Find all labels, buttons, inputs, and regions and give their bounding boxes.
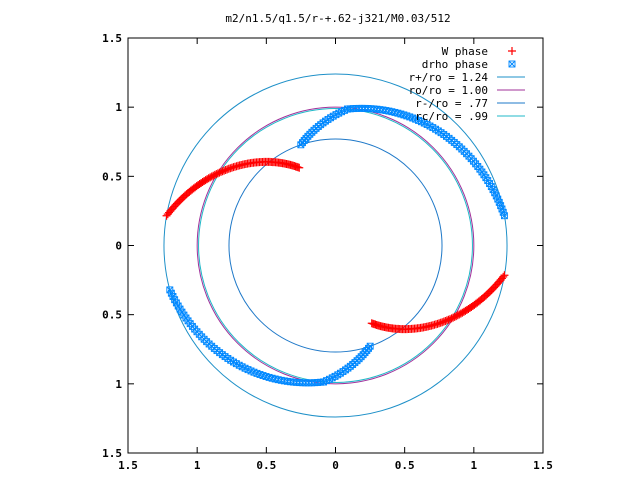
x-tick-label: 0: [332, 459, 339, 472]
x-tick-label: 1.5: [118, 459, 138, 472]
series-w-phase: [162, 157, 509, 334]
x-tick-label: 1: [471, 459, 478, 472]
data-point: [508, 47, 516, 55]
data-point: [500, 212, 508, 220]
y-tick-label: 0.5: [102, 309, 122, 322]
circle-r-: [228, 138, 443, 353]
legend-label: ro/ro = 1.00: [409, 84, 488, 97]
y-tick-label: 0.5: [102, 170, 122, 183]
data-point: [367, 319, 376, 328]
circle-rc: [198, 108, 473, 383]
legend-label: r-/ro = .77: [415, 97, 488, 110]
legend-label: rc/ro = .99: [415, 110, 488, 123]
series-drho-phase: [166, 104, 508, 387]
legend-label: drho phase: [422, 58, 488, 71]
data-point: [508, 60, 516, 68]
x-tick-label: 1.5: [533, 459, 553, 472]
y-tick-label: 0: [115, 240, 122, 253]
data-points: [162, 104, 509, 387]
y-tick-label: 1.5: [102, 32, 122, 45]
x-tick-label: 0.5: [256, 459, 276, 472]
y-tick-label: 1: [115, 378, 122, 391]
data-point: [295, 163, 304, 172]
legend-label: r+/ro = 1.24: [409, 71, 489, 84]
y-tick-label: 1: [115, 101, 122, 114]
data-point: [166, 286, 174, 294]
circle-ro: [196, 106, 475, 385]
reference-circles: [163, 73, 508, 418]
y-tick-label: 1.5: [102, 447, 122, 460]
chart-title: m2/n1.5/q1.5/r-+.62-j321/M0.03/512: [225, 12, 450, 25]
circle-r+: [163, 73, 508, 418]
legend-label: W phase: [442, 45, 488, 58]
x-tick-label: 1: [194, 459, 201, 472]
x-tick-label: 0.5: [395, 459, 415, 472]
axis-ticks: 1.5 1 0.5 0 0.5 1 1.51.510.500.511.5: [102, 32, 553, 472]
